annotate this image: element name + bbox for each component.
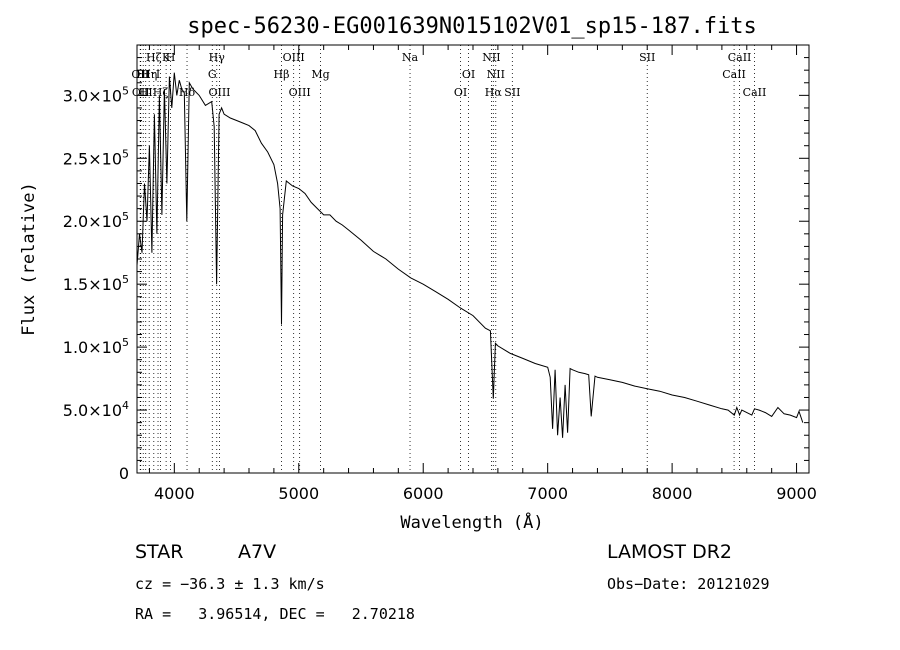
y-tick-label: 1.5×105 (63, 273, 129, 294)
spectral-line-label: NII (482, 51, 500, 64)
spectral-line-labels: OIIOIIHIHIHηHζIHζKHHδGHγOIIIHβOIIIOIIIMg… (131, 51, 766, 99)
spectral-line-label: OI (462, 68, 475, 81)
spectral-line-label: HI (139, 86, 153, 99)
x-tick-label: 6000 (403, 484, 444, 503)
spectral-line-label: Hγ (209, 51, 226, 64)
spectral-line-label: Mg (311, 68, 329, 81)
spectral-line-label: CaII (722, 68, 746, 81)
spectral-line-label: HI (136, 68, 150, 81)
x-tick-label: 8000 (652, 484, 693, 503)
spectral-line-label: Hζ (146, 51, 162, 64)
object-type-label: STAR (135, 541, 184, 563)
y-tick-mantissa: 1.0×10 (63, 338, 122, 357)
x-tick-label: 4000 (154, 484, 195, 503)
y-tick-exponent: 5 (122, 336, 129, 349)
spectral-line-label: NII (487, 68, 505, 81)
plot-frame (136, 44, 810, 474)
y-tick-mantissa: 5.0×10 (63, 401, 122, 420)
spectral-line-label: Na (402, 51, 419, 64)
spectral-line-label: H (166, 51, 176, 64)
y-tick-exponent: 4 (122, 399, 129, 412)
y-tick-label: 0 (119, 464, 129, 483)
spectral-line-label: Hζ (153, 86, 169, 99)
spectral-line-label: Hδ (179, 86, 196, 99)
redshift-text: cz = −36.3 ± 1.3 km/s (135, 575, 325, 593)
y-tick-mantissa: 0 (119, 464, 129, 483)
y-tick-label: 2.5×105 (63, 147, 129, 168)
spectral-line-label: SII (639, 51, 655, 64)
y-tick-mantissa: 2.5×10 (63, 149, 122, 168)
spectral-line-label: Hα (485, 86, 503, 99)
y-tick-label: 2.0×105 (63, 210, 129, 231)
y-tick-labels: 05.0×1041.0×1051.5×1052.0×1052.5×1053.0×… (63, 84, 129, 483)
y-tick-label: 1.0×105 (63, 336, 129, 357)
x-tick-label: 5000 (278, 484, 319, 503)
spectral-line-label: Hβ (274, 68, 290, 81)
spectral-line-label: I (156, 68, 160, 81)
spectral-line-label: OIII (208, 86, 230, 99)
survey-label: LAMOST DR2 (607, 541, 732, 563)
x-axis-title: Wavelength (Å) (400, 511, 543, 533)
y-tick-exponent: 5 (122, 210, 129, 223)
spectral-line-markers (139, 45, 755, 473)
x-tick-labels: 4000 5000 6000 7000 8000 9000 (154, 484, 817, 503)
spectral-line-label: OI (454, 86, 467, 99)
x-tick-label: 7000 (527, 484, 568, 503)
y-tick-label: 3.0×105 (63, 84, 129, 105)
spectral-line-label: CaII (728, 51, 752, 64)
axis-ticks (137, 45, 809, 474)
spectral-line-label: SII (504, 86, 520, 99)
y-tick-mantissa: 2.0×10 (63, 212, 122, 231)
y-tick-mantissa: 3.0×10 (63, 86, 122, 105)
spectral-subclass-label: A7V (238, 541, 277, 563)
spectral-line-label: CaII (743, 86, 767, 99)
spectral-line-label: K (162, 51, 171, 64)
y-tick-exponent: 5 (122, 84, 129, 97)
spectrum-series-line (136, 72, 804, 438)
y-axis-title: Flux (relative) (19, 182, 39, 336)
x-tick-label: 9000 (776, 484, 817, 503)
spectral-line-label: OIII (283, 51, 305, 64)
y-tick-label: 5.0×104 (63, 399, 129, 420)
spectral-line-label: OII (131, 68, 149, 81)
spectral-line-label: G (208, 68, 217, 81)
y-tick-mantissa: 1.5×10 (63, 275, 122, 294)
chart-title: spec-56230-EG001639N015102V01_sp15-187.f… (187, 14, 757, 39)
y-tick-exponent: 5 (122, 147, 129, 160)
coordinates-text: RA = 3.96514, DEC = 2.70218 (135, 605, 415, 623)
obs-date-text: Obs−Date: 20121029 (607, 575, 770, 593)
y-tick-exponent: 5 (122, 273, 129, 286)
spectral-line-label: Hη (141, 68, 157, 81)
spectral-line-label: OIII (289, 86, 311, 99)
